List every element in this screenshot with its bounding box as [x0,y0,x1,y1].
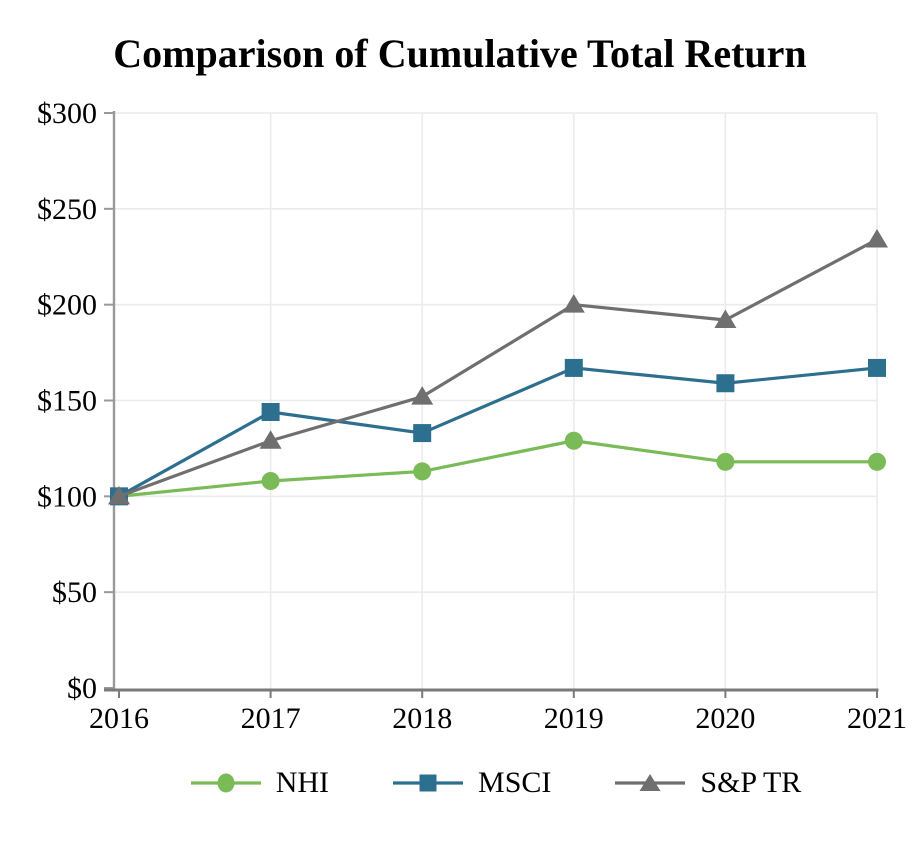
msci-series-line [118,366,878,498]
s-p-tr-legend-marker-icon [639,774,661,791]
msci-marker-2021 [868,358,886,377]
y-tick-label: $250 [37,193,97,226]
s-p-tr-marker-2020 [714,309,737,328]
y-tick-label: $100 [37,480,97,513]
legend-item-msci: MSCI [391,766,551,800]
legend-item-nhi: NHI [189,766,329,800]
y-tick-label: $300 [37,97,97,130]
x-tick-label: 2021 [847,702,907,735]
nhi-marker-2021 [868,452,886,471]
y-tick-label: $150 [37,385,97,418]
x-tick-label: 2019 [544,702,604,735]
nhi-line-circle-icon [190,773,261,793]
nhi-series-line [118,439,877,498]
s-p-tr-marker-2019 [562,294,585,313]
x-tick-label: 2018 [392,702,452,735]
msci-marker-2019 [564,358,583,377]
legend-item-sp-tr: S&P TR [613,766,801,800]
y-tick-label: $200 [37,289,97,322]
x-tick-label: 2020 [695,702,755,735]
s-p-tr-marker-2017 [259,430,282,449]
y-tick-label: $50 [52,576,97,609]
msci-marker-2017 [261,403,280,421]
nhi-marker-2017 [261,472,280,490]
x-tick-label: 2016 [89,702,149,735]
chart-title: Comparison of Cumulative Total Return [113,31,807,76]
legend-label-sp-tr: S&P TR [700,766,802,799]
x-tick-label: 2017 [241,702,301,735]
s-p-tr-marker-2018 [411,386,434,405]
s-p-tr-marker-2021 [866,229,888,248]
sp-tr-line-triangle-icon [615,774,686,791]
s-p-tr-series-line [118,238,878,498]
msci-marker-2020 [716,374,735,393]
s-p-tr-marker-2016 [108,485,130,505]
nhi-marker-2018 [413,462,432,481]
legend-label-msci: MSCI [478,766,552,799]
msci-marker-2018 [413,424,432,443]
nhi-legend-marker-icon [217,773,235,793]
chart-plot-area: $0 $50 $100 $150 $200 $250 $300 2016 2017 2018 201… [37,97,907,735]
msci-legend-marker-icon [419,774,437,792]
y-tick-label: $0 [67,672,97,705]
nhi-marker-2020 [716,452,735,471]
nhi-marker-2019 [564,431,583,450]
msci-line-square-icon [393,774,464,792]
legend-label-nhi: NHI [275,766,330,799]
chart-legend: NHI MSCI S&P TR [70,760,920,806]
